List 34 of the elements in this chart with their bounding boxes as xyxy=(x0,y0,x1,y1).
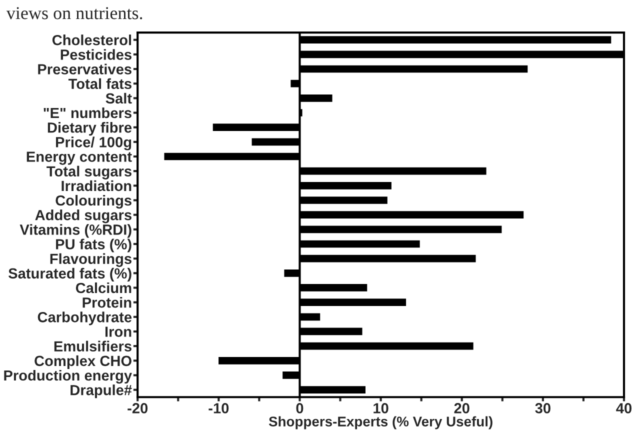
y-tick-label: PU fats (%) xyxy=(56,238,132,252)
y-tick-label: Added sugars xyxy=(35,210,132,224)
y-tick-label: Carbohydrate xyxy=(38,312,132,326)
y-tick-label: Preservatives xyxy=(38,64,132,74)
x-tick-label: 30 xyxy=(535,403,550,414)
y-tick-label: "E" numbers xyxy=(44,107,132,118)
y-tick-label: Colourings xyxy=(56,194,132,209)
y-tick-label: Pesticides xyxy=(60,49,132,60)
x-axis-title: Shoppers-Experts (% Very Useful) xyxy=(268,416,492,430)
x-tick-label: 10 xyxy=(374,403,388,414)
y-tick-label: Iron xyxy=(105,326,132,337)
x-tick-label: 20 xyxy=(454,403,470,414)
y-tick-label: Calcium xyxy=(76,282,132,294)
y-tick-label: Dietary fibre xyxy=(48,122,132,136)
chart-title: views on nutrients. xyxy=(6,7,142,20)
x-tick-label: -10 xyxy=(208,403,229,414)
x-tick-label: -20 xyxy=(128,403,148,414)
y-tick-label: Irradiation xyxy=(62,180,132,192)
y-tick-label: Emulsifiers xyxy=(54,340,132,352)
y-tick-label: Complex CHO xyxy=(34,355,132,369)
y-tick-label: Saturated fats (%) xyxy=(8,268,132,282)
y-tick-label: Total fats xyxy=(68,78,132,90)
y-tick-label: Drapule# xyxy=(70,384,132,398)
y-tick-label: Energy content xyxy=(26,152,132,165)
x-tick-label: 40 xyxy=(616,403,632,414)
y-tick-label: Protein xyxy=(82,297,132,308)
y-tick-label: Total sugars xyxy=(46,166,132,180)
y-tick-label: Cholesterol xyxy=(52,34,132,46)
y-tick-label: Flavourings xyxy=(50,253,132,267)
y-tick-label: Price/ 100g xyxy=(56,136,132,150)
x-tick-label: 0 xyxy=(296,403,304,414)
y-tick-label: Salt xyxy=(106,92,132,104)
y-tick-label: Production energy xyxy=(4,370,132,384)
y-tick-label: Vitamins (%RDI) xyxy=(20,224,132,238)
